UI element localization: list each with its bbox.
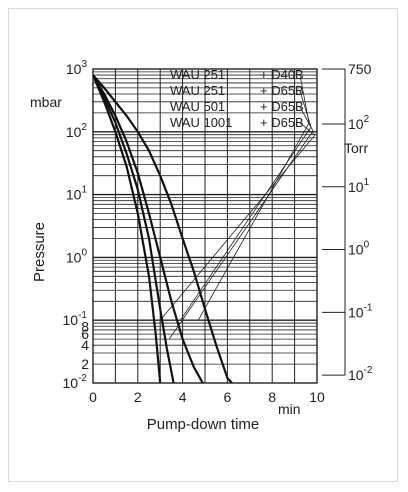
legend-label: WAU 501 [170,99,225,114]
leader-layer [159,74,316,340]
legend-label: WAU 251 [170,67,225,82]
series-curve [92,74,175,384]
legend-leader [299,106,314,132]
series-curve [92,74,233,384]
legend-layer: WAU 251 + D40B WAU 251 + D65B WAU 501 + D65B W… [170,67,304,130]
tick-layer: 75010210110010-110-210310210110010-18642… [63,59,373,405]
legend-leader [197,122,310,321]
grid-layer [93,69,317,383]
torr-tick-label: 100 [348,240,370,258]
chart-frame [8,8,398,482]
legend-label: + D40B [260,67,304,82]
mbar-tick-label: 6 [81,326,89,342]
mbar-tick-label: 101 [66,185,88,203]
curve-layer [91,74,233,384]
legend-label: + D65B [260,115,304,130]
mbar-tick-label: 10-1 [63,310,88,328]
x-tick-label: 0 [89,389,97,405]
legend-label: WAU 1001 [170,115,232,130]
torr-tick-label: 101 [348,177,370,195]
mbar-tick-label: 10-2 [63,373,88,391]
right-unit-label: Torr [344,140,368,156]
mbar-tick-label: 102 [66,122,88,140]
left-unit-label: mbar [30,94,62,110]
mbar-tick-label: 8 [81,318,89,334]
plot-border [92,68,318,384]
torr-tick-label: 750 [348,61,372,77]
legend-leader [180,126,312,321]
x-tick-label: 10 [309,389,325,405]
mbar-tick-label: 100 [66,247,88,265]
legend-leader [168,130,314,340]
legend-leader [299,90,312,128]
frame-layer [92,68,346,384]
legend-label: + D65B [260,99,304,114]
series-curve [91,74,162,384]
legend-leader [299,122,316,136]
x-unit-label: min [278,401,301,417]
x-tick-label: 2 [134,389,142,405]
mbar-tick-label: 2 [81,356,89,372]
torr-tick-label: 10-1 [348,302,373,320]
torr-tick-label: 102 [348,114,370,132]
x-tick-label: 4 [179,389,187,405]
legend-leader [159,134,316,321]
x-axis-title: Pump-down time [147,416,260,433]
mbar-tick-label: 4 [81,337,89,353]
x-tick-label: 6 [224,389,232,405]
torr-tick-label: 10-2 [348,365,373,383]
mbar-tick-label: 103 [66,59,88,77]
legend-label: WAU 251 [170,83,225,98]
x-tick-label: 8 [268,389,276,405]
series-curve [92,74,204,384]
y-axis-title: Pressure [31,222,48,282]
legend-label: + D65B [260,83,304,98]
